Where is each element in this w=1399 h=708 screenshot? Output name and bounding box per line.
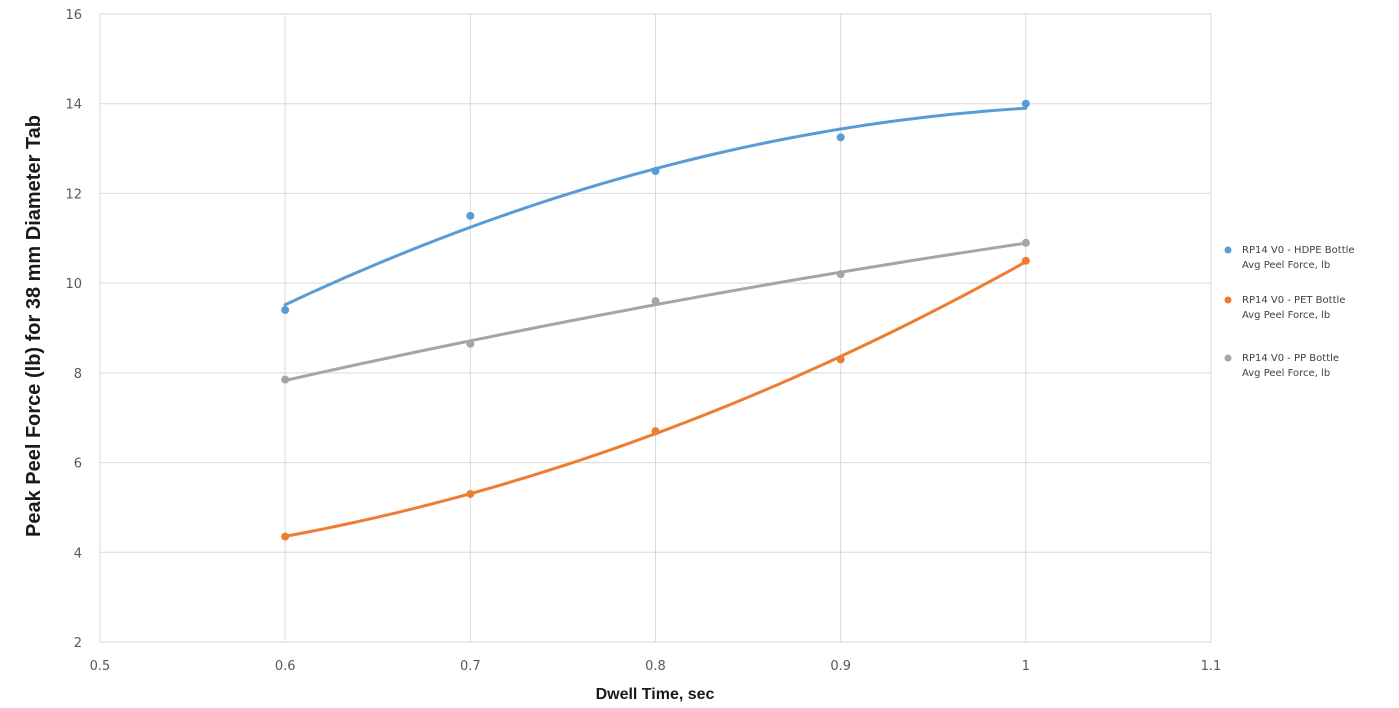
legend-marker-series-1 [1224, 246, 1232, 254]
y-axis-title: Peak Peel Force (lb) for 38 mm Diameter … [23, 115, 45, 537]
data-point-series-1 [651, 167, 660, 175]
data-points [281, 99, 1030, 541]
x-axis-title: Dwell Time, sec [596, 686, 715, 703]
legend-label-series-1: RP14 V0 - HDPE Bottle [1242, 245, 1355, 256]
y-tick-label: 14 [65, 98, 82, 113]
data-point-series-1 [836, 133, 845, 142]
data-point-series-1 [466, 211, 475, 220]
y-tick-label: 8 [74, 367, 82, 382]
legend-label-series-2: RP14 V0 - PET Bottle [1242, 295, 1345, 306]
x-tick-label: 0.7 [460, 659, 481, 674]
x-axis-ticks: 0.5 0.6 0.7 0.8 0.9 1 1.1 [90, 659, 1222, 674]
x-tick-label: 0.9 [830, 659, 851, 674]
legend-marker-series-2 [1224, 296, 1232, 304]
data-point-series-2 [466, 489, 475, 498]
data-point-series-3 [836, 270, 845, 279]
y-tick-label: 6 [74, 457, 82, 472]
x-tick-label: 1 [1022, 659, 1030, 674]
legend-label-series-2: Avg Peel Force, lb [1242, 310, 1330, 321]
data-point-series-3 [651, 297, 660, 306]
data-point-series-2 [651, 427, 660, 436]
data-point-series-2 [281, 532, 290, 541]
y-tick-label: 16 [65, 8, 82, 23]
y-tick-label: 10 [65, 277, 82, 292]
x-tick-label: 0.8 [645, 659, 666, 674]
x-tick-label: 0.6 [275, 659, 296, 674]
gridlines [99, 13, 1212, 643]
data-point-series-2 [836, 355, 845, 364]
y-axis-ticks: 2 4 6 8 10 12 14 16 [65, 8, 82, 651]
legend: RP14 V0 - HDPE Bottle Avg Peel Force, lb R… [1224, 245, 1355, 379]
data-point-series-3 [281, 375, 290, 384]
data-point-series-1 [1021, 99, 1030, 108]
legend-label-series-1: Avg Peel Force, lb [1242, 260, 1330, 271]
y-tick-label: 2 [74, 636, 82, 651]
legend-label-series-3: Avg Peel Force, lb [1242, 368, 1330, 379]
x-tick-label: 1.1 [1201, 659, 1222, 674]
data-point-series-3 [466, 339, 475, 348]
data-point-series-3 [1021, 238, 1030, 247]
y-tick-label: 4 [74, 546, 82, 561]
legend-label-series-3: RP14 V0 - PP Bottle [1242, 353, 1339, 364]
data-point-series-1 [281, 306, 290, 315]
data-point-series-2 [1021, 256, 1030, 265]
x-tick-label: 0.5 [90, 659, 111, 674]
legend-marker-series-3 [1224, 354, 1232, 362]
y-tick-label: 12 [65, 187, 82, 202]
